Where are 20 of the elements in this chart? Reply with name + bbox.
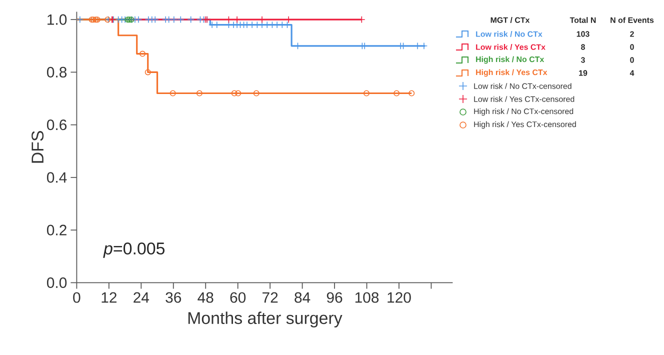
x-tick-label: 12 (102, 292, 116, 303)
x-tick-label: 36 (166, 292, 182, 303)
y-tick-label: 1.0 (48, 14, 67, 25)
x-tick-label: 48 (198, 292, 214, 303)
annotation: p=0.005 (103, 242, 165, 258)
y-tick-label: 0.2 (46, 224, 66, 236)
x-tick-label: 120 (388, 292, 411, 303)
x-axis-title: Months after surgery (188, 312, 342, 328)
x-tick-label: 84 (294, 292, 310, 303)
y-axis-title: DFS (32, 131, 44, 163)
x-tick-label: 108 (355, 292, 379, 303)
y-tick-label: 0.4 (46, 172, 67, 183)
y-tick-label: 0.8 (46, 66, 67, 78)
x-tick-label: 24 (134, 292, 150, 303)
y-tick-label: 0.6 (46, 120, 67, 130)
x-tick-label: 96 (326, 292, 342, 303)
x-tick-label: 72 (262, 292, 278, 303)
x-tick-label: 0 (73, 292, 80, 303)
y-tick-label: 0.0 (46, 277, 67, 288)
x-tick-label: 60 (230, 292, 246, 303)
